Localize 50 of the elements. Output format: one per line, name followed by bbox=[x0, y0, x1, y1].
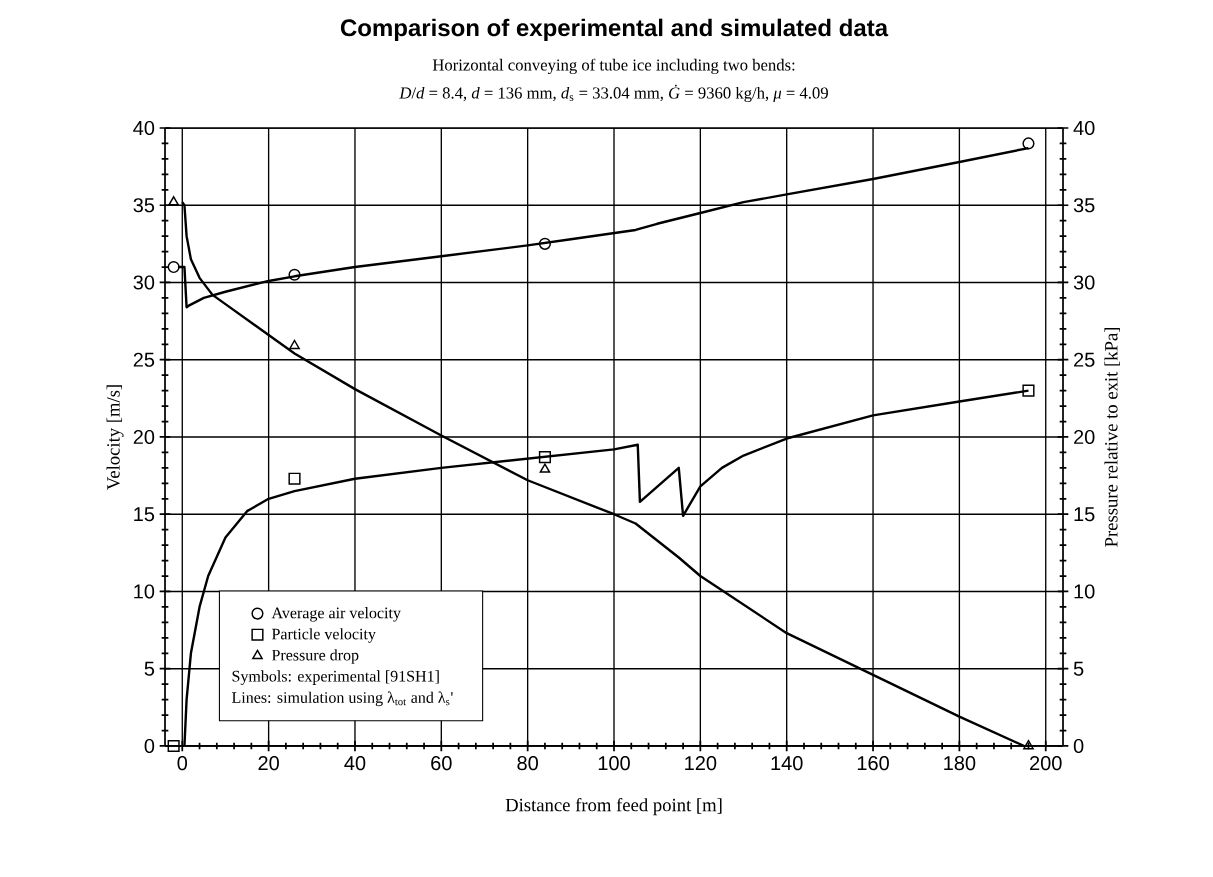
legend-label: Particle velocity bbox=[271, 628, 376, 643]
chart-subtitle: Horizontal conveying of tube ice including two bends: bbox=[432, 58, 795, 75]
point bbox=[288, 268, 301, 281]
y2-tick-label: 30 bbox=[1073, 275, 1095, 290]
annotation: Lines: simulation using λ$_{tot}$ and λ$_{s}$' bbox=[231, 691, 453, 707]
y-tick-label: 25 bbox=[133, 352, 155, 367]
y2-tick-label: 35 bbox=[1073, 198, 1095, 213]
x-axis-title: Distance from feed point [m] bbox=[505, 798, 722, 816]
y2-tick-label: 10 bbox=[1074, 584, 1095, 599]
y-tick-label: 40 bbox=[133, 120, 155, 136]
x-tick-label: 60 bbox=[431, 756, 452, 771]
y2-tick-label: 20 bbox=[1074, 429, 1095, 445]
point bbox=[1022, 384, 1035, 397]
y2-tick-label: 5 bbox=[1073, 661, 1084, 676]
y-tick-label: 15 bbox=[134, 507, 155, 522]
y2-tick-label: 0 bbox=[1073, 738, 1084, 754]
y-tick-label: 10 bbox=[134, 584, 155, 599]
x-tick-label: 0 bbox=[177, 756, 188, 771]
point bbox=[538, 237, 552, 250]
y-tick-label: 30 bbox=[133, 275, 155, 290]
x-tick-label: 80 bbox=[517, 756, 538, 771]
text: D/d = 8.4, d = 136 mm, d$_{s}$ = 33.04 mm, Ġ = 9360 kg/h, μ = 4.09 bbox=[399, 84, 828, 103]
x-tick-label: 180 bbox=[944, 756, 976, 771]
y2-tick-label: 15 bbox=[1074, 507, 1095, 522]
point bbox=[289, 339, 300, 350]
point bbox=[538, 451, 552, 464]
y-tick-label: 35 bbox=[133, 198, 155, 213]
x-tick-label: 120 bbox=[685, 756, 717, 771]
legend-label: Pressure drop bbox=[271, 649, 359, 664]
point bbox=[167, 739, 180, 753]
chart-title: Comparison of experimental and simulated data bbox=[340, 18, 889, 42]
y-tick-label: 20 bbox=[133, 429, 155, 445]
x-tick-label: 140 bbox=[771, 756, 803, 771]
y2-tick-label: 25 bbox=[1074, 352, 1095, 367]
legend-label: Average air velocity bbox=[271, 607, 401, 622]
x-tick-label: 200 bbox=[1030, 756, 1062, 771]
point bbox=[539, 463, 551, 473]
x-tick-label: 160 bbox=[857, 756, 889, 771]
y2-tick-label: 40 bbox=[1073, 120, 1095, 136]
y-tick-label: 5 bbox=[144, 661, 155, 676]
y-tick-label: 0 bbox=[144, 738, 155, 754]
point bbox=[288, 472, 301, 485]
x-tick-label: 40 bbox=[344, 756, 366, 771]
point bbox=[1022, 137, 1035, 150]
point bbox=[168, 196, 179, 206]
y2-axis-title: Pressure relative to exit [kPa] bbox=[1104, 327, 1120, 547]
x-tick-label: 100 bbox=[598, 756, 630, 771]
annotation: Symbols: experimental [91SH1] bbox=[232, 670, 439, 685]
x-tick-label: 20 bbox=[258, 756, 279, 771]
y-axis-title: Velocity [m/s] bbox=[106, 385, 124, 490]
